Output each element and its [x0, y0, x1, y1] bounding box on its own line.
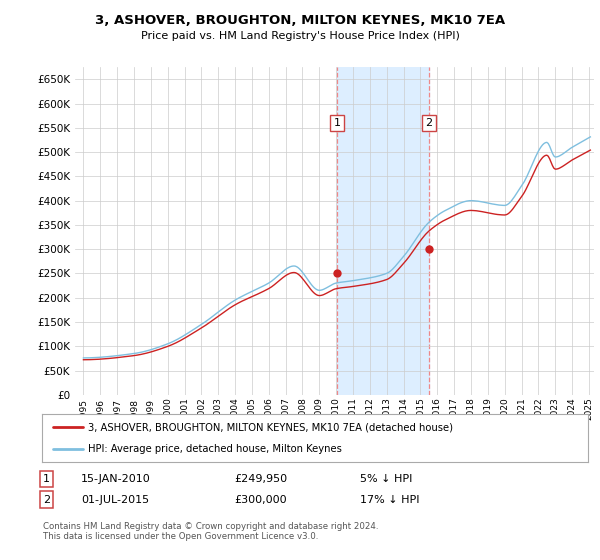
Text: 2: 2	[43, 494, 50, 505]
Text: 17% ↓ HPI: 17% ↓ HPI	[360, 494, 419, 505]
Text: 5% ↓ HPI: 5% ↓ HPI	[360, 474, 412, 484]
Text: HPI: Average price, detached house, Milton Keynes: HPI: Average price, detached house, Milt…	[88, 444, 342, 454]
Text: 1: 1	[43, 474, 50, 484]
Text: 3, ASHOVER, BROUGHTON, MILTON KEYNES, MK10 7EA: 3, ASHOVER, BROUGHTON, MILTON KEYNES, MK…	[95, 14, 505, 27]
Text: 1: 1	[334, 118, 340, 128]
Text: Price paid vs. HM Land Registry's House Price Index (HPI): Price paid vs. HM Land Registry's House …	[140, 31, 460, 41]
Text: 2: 2	[425, 118, 433, 128]
Bar	[337, 67, 429, 395]
Text: 01-JUL-2015: 01-JUL-2015	[81, 494, 149, 505]
Text: 15-JAN-2010: 15-JAN-2010	[81, 474, 151, 484]
Text: £300,000: £300,000	[234, 494, 287, 505]
Text: Contains HM Land Registry data © Crown copyright and database right 2024.
This d: Contains HM Land Registry data © Crown c…	[43, 522, 379, 542]
Text: 3, ASHOVER, BROUGHTON, MILTON KEYNES, MK10 7EA (detached house): 3, ASHOVER, BROUGHTON, MILTON KEYNES, MK…	[88, 422, 454, 432]
Text: £249,950: £249,950	[234, 474, 287, 484]
